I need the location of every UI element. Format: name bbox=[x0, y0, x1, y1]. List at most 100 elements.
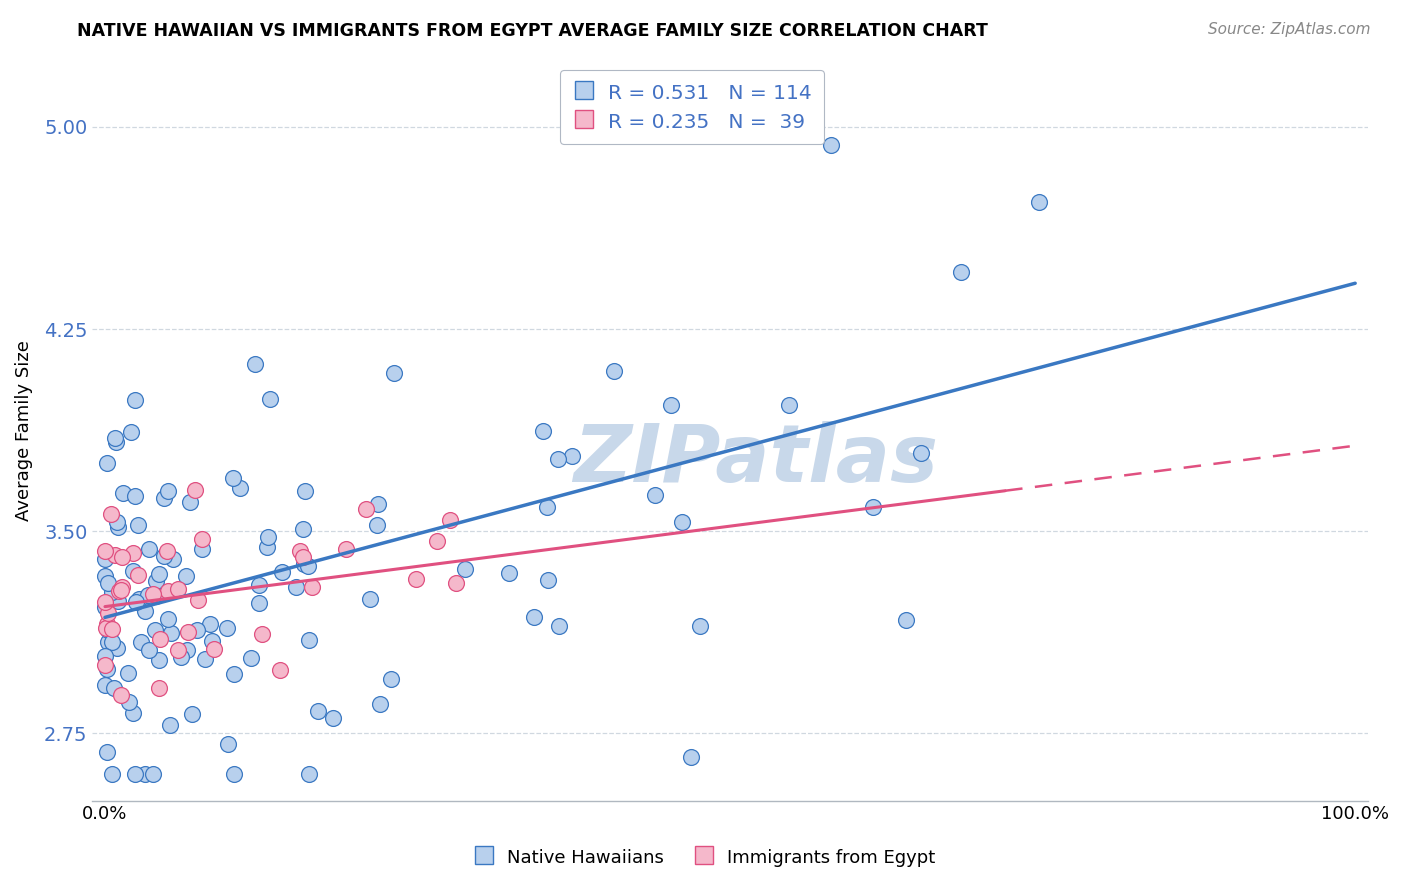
Point bbox=[194, 652, 217, 666]
Point bbox=[117, 665, 139, 680]
Text: Source: ZipAtlas.com: Source: ZipAtlas.com bbox=[1208, 22, 1371, 37]
Point bbox=[322, 710, 344, 724]
Point bbox=[659, 398, 682, 412]
Point bbox=[367, 497, 389, 511]
Point bbox=[405, 572, 427, 586]
Point bbox=[186, 623, 208, 637]
Point bbox=[124, 766, 146, 780]
Point bbox=[307, 704, 329, 718]
Point bbox=[122, 706, 145, 720]
Point bbox=[111, 581, 134, 595]
Point bbox=[269, 663, 291, 677]
Point bbox=[138, 588, 160, 602]
Point bbox=[128, 591, 150, 606]
Point bbox=[523, 610, 546, 624]
Point bbox=[160, 625, 183, 640]
Point bbox=[217, 621, 239, 635]
Point bbox=[97, 623, 120, 637]
Point bbox=[250, 627, 273, 641]
Point bbox=[301, 580, 323, 594]
Point bbox=[202, 642, 225, 657]
Point bbox=[191, 532, 214, 546]
Point bbox=[454, 562, 477, 576]
Point bbox=[191, 541, 214, 556]
Point bbox=[291, 522, 314, 536]
Point bbox=[183, 483, 205, 497]
Point bbox=[354, 502, 377, 516]
Point bbox=[142, 766, 165, 780]
Point bbox=[94, 552, 117, 566]
Point bbox=[148, 681, 170, 695]
Point bbox=[256, 530, 278, 544]
Point bbox=[96, 745, 118, 759]
Point bbox=[380, 672, 402, 686]
Point bbox=[101, 635, 124, 649]
Point bbox=[96, 606, 118, 620]
Point bbox=[681, 750, 703, 764]
Point bbox=[439, 513, 461, 527]
Point bbox=[94, 621, 117, 635]
Point bbox=[94, 678, 117, 692]
Point bbox=[94, 658, 117, 673]
Y-axis label: Average Family Size: Average Family Size bbox=[15, 340, 32, 521]
Point bbox=[292, 550, 315, 565]
Point bbox=[104, 431, 127, 445]
Point bbox=[105, 434, 128, 449]
Point bbox=[910, 445, 932, 459]
Point bbox=[537, 574, 560, 588]
Point bbox=[134, 604, 156, 618]
Point bbox=[156, 584, 179, 599]
Point bbox=[97, 635, 120, 649]
Point bbox=[101, 766, 124, 780]
Point bbox=[689, 618, 711, 632]
Point bbox=[531, 424, 554, 438]
Point bbox=[1028, 194, 1050, 209]
Point bbox=[110, 582, 132, 597]
Point bbox=[245, 357, 267, 371]
Point bbox=[108, 584, 131, 599]
Point bbox=[335, 542, 357, 557]
Point bbox=[167, 582, 190, 597]
Point bbox=[290, 544, 312, 558]
Point bbox=[145, 589, 167, 603]
Point bbox=[98, 624, 121, 639]
Point bbox=[294, 483, 316, 498]
Point bbox=[259, 392, 281, 407]
Point bbox=[820, 137, 842, 152]
Text: ZIPatlas: ZIPatlas bbox=[574, 421, 938, 499]
Point bbox=[162, 552, 184, 566]
Point bbox=[217, 737, 239, 751]
Point bbox=[177, 625, 200, 640]
Point bbox=[149, 632, 172, 646]
Point bbox=[359, 592, 381, 607]
Point bbox=[547, 619, 569, 633]
Point bbox=[297, 559, 319, 574]
Point bbox=[94, 543, 117, 558]
Point bbox=[103, 681, 125, 695]
Point bbox=[124, 489, 146, 503]
Point bbox=[101, 584, 124, 599]
Point bbox=[298, 632, 321, 647]
Point bbox=[368, 697, 391, 711]
Point bbox=[138, 542, 160, 557]
Point bbox=[536, 500, 558, 515]
Point bbox=[94, 599, 117, 614]
Point bbox=[187, 593, 209, 607]
Text: NATIVE HAWAIIAN VS IMMIGRANTS FROM EGYPT AVERAGE FAMILY SIZE CORRELATION CHART: NATIVE HAWAIIAN VS IMMIGRANTS FROM EGYPT… bbox=[77, 22, 988, 40]
Point bbox=[170, 650, 193, 665]
Point bbox=[104, 548, 127, 562]
Point bbox=[382, 366, 405, 380]
Legend: R = 0.531   N = 114, R = 0.235   N =  39: R = 0.531 N = 114, R = 0.235 N = 39 bbox=[560, 70, 824, 145]
Point bbox=[644, 488, 666, 502]
Point bbox=[148, 653, 170, 667]
Point bbox=[107, 520, 129, 534]
Point bbox=[94, 649, 117, 664]
Point bbox=[256, 540, 278, 554]
Point bbox=[96, 456, 118, 470]
Point bbox=[284, 580, 307, 594]
Point bbox=[96, 616, 118, 631]
Point bbox=[896, 613, 918, 627]
Point bbox=[247, 596, 270, 610]
Point bbox=[118, 696, 141, 710]
Point bbox=[201, 634, 224, 648]
